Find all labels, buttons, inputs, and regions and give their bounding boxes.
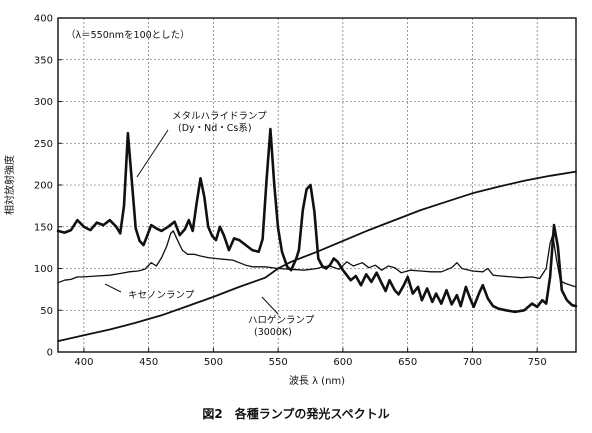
y-tick-label: 50 bbox=[40, 306, 53, 317]
x-tick-label: 750 bbox=[528, 357, 547, 368]
metal-halide-line bbox=[56, 127, 578, 314]
x-axis-label: 波長 λ (nm) bbox=[289, 374, 345, 387]
y-tick-label: 400 bbox=[34, 14, 53, 25]
metal-halide-label: (Dy・Nd・Cs系) bbox=[178, 123, 252, 134]
metal-halide-label: メタルハライドランプ bbox=[172, 111, 267, 122]
y-axis-label: 相対放射強度 bbox=[3, 155, 16, 215]
normalization-note: （λ＝550nmを100とした） bbox=[66, 29, 190, 41]
y-tick-label: 250 bbox=[34, 139, 53, 150]
leader-line bbox=[261, 296, 279, 315]
halogen-line bbox=[57, 170, 577, 342]
x-tick-label: 450 bbox=[139, 357, 158, 368]
xenon-line bbox=[57, 230, 577, 288]
x-tick-label: 700 bbox=[463, 357, 482, 368]
x-tick-label: 500 bbox=[204, 357, 223, 368]
axis-ticks: 400 450 500 550 600 650 700 750 0 50 100 150 200 250 3… bbox=[34, 14, 547, 369]
halogen-label: (3000K) bbox=[254, 327, 292, 338]
leader-line bbox=[136, 129, 169, 178]
plot-background bbox=[58, 18, 576, 352]
leader-line bbox=[104, 283, 122, 293]
y-tick-label: 350 bbox=[34, 55, 53, 66]
y-tick-label: 0 bbox=[47, 348, 53, 359]
xenon-label: キセノンランプ bbox=[128, 290, 195, 301]
x-tick-label: 550 bbox=[269, 357, 288, 368]
y-tick-label: 100 bbox=[34, 264, 53, 275]
y-tick-label: 300 bbox=[34, 97, 53, 108]
x-tick-label: 400 bbox=[74, 357, 93, 368]
figure-caption: 図2 各種ランプの発光スペクトル bbox=[202, 406, 389, 421]
y-tick-label: 200 bbox=[34, 181, 53, 192]
x-tick-label: 650 bbox=[398, 357, 417, 368]
halogen-label: ハロゲンランプ bbox=[248, 314, 315, 326]
x-tick-label: 600 bbox=[333, 357, 352, 368]
annotations: メタルハライドランプ(Dy・Nd・Cs系) キセノンランプハロゲンランプ(3000… bbox=[104, 111, 315, 338]
y-tick-label: 150 bbox=[34, 222, 53, 233]
series-lines bbox=[56, 127, 578, 342]
